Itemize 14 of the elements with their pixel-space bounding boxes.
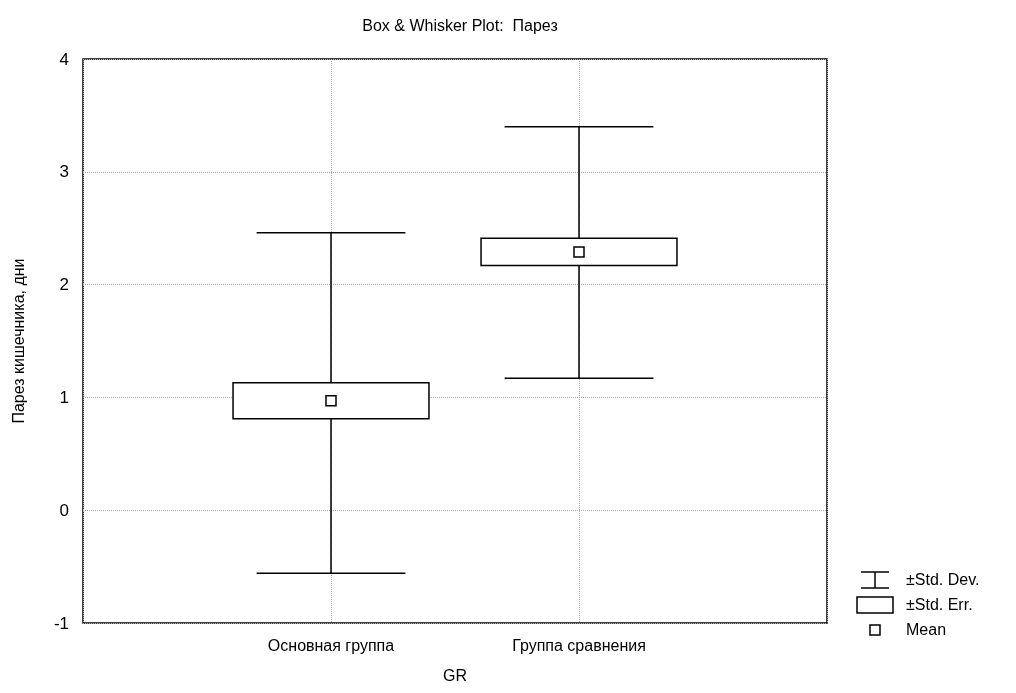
text: ±Std. Dev. [906, 570, 980, 589]
text: ±Std. Err. [906, 595, 973, 614]
chart-title: Box & Whisker Plot: Парез [362, 16, 558, 34]
x-tick-label: Группа сравнения [512, 636, 646, 654]
y-tick-label: 4 [59, 49, 69, 69]
text: Mean [906, 620, 947, 639]
y-tick-label: 0 [59, 500, 69, 520]
x-tick-label: Основная группа [267, 636, 395, 654]
x-axis-title: GR [443, 666, 467, 684]
y-tick-label: 3 [59, 162, 69, 182]
y-tick-label: -1 [53, 613, 69, 633]
y-tick-label: 2 [59, 275, 69, 295]
y-tick-label: 1 [59, 387, 69, 407]
y-axis-title: Парез кишечника, дни [9, 258, 27, 424]
